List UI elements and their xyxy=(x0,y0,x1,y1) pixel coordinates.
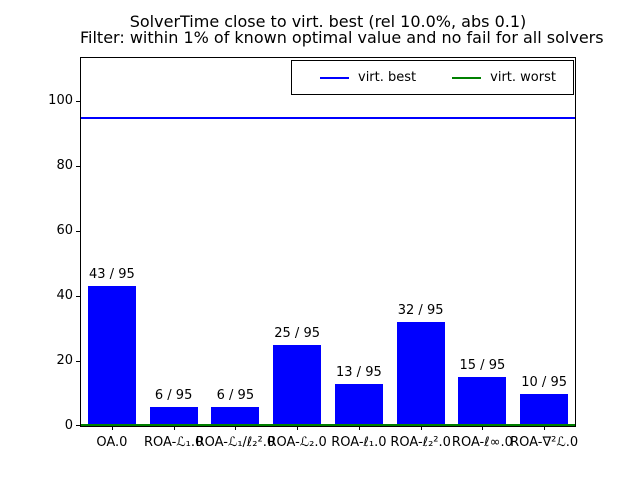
x-axis-tick xyxy=(359,426,360,430)
y-axis-tick xyxy=(76,425,80,426)
y-axis-tick xyxy=(76,166,80,167)
bar-value-label: 10 / 95 xyxy=(521,375,567,390)
x-tick-label: ROA-ℒ₁.0 xyxy=(143,435,204,450)
x-tick-label: ROA-ℒ₂.0 xyxy=(267,435,327,450)
bar xyxy=(211,407,260,426)
x-axis-tick xyxy=(235,426,236,430)
x-tick-label: ROA-ℓ∞.0 xyxy=(451,435,513,450)
legend-item-virt-best: virt. best xyxy=(320,70,416,85)
virt-best-line xyxy=(81,117,575,119)
legend-item-virt-worst: virt. worst xyxy=(452,70,556,85)
y-axis-tick xyxy=(76,296,80,297)
bar-value-label: 32 / 95 xyxy=(397,303,444,318)
y-tick-label: 40 xyxy=(56,288,73,303)
x-tick-label: ROA-ℓ₁.0 xyxy=(331,435,387,450)
y-axis-tick xyxy=(76,361,80,362)
bar-value-label: 6 / 95 xyxy=(154,388,193,403)
x-axis-tick xyxy=(544,426,545,430)
virt-worst-line xyxy=(81,424,575,426)
x-tick-label: ROA-ℒ₁/ℓ₂².0 xyxy=(195,435,276,450)
x-tick-label: ROA-ℓ₂².0 xyxy=(390,435,451,450)
virt-best-line-sample xyxy=(320,76,349,79)
x-axis-tick xyxy=(482,426,483,430)
x-axis-tick xyxy=(174,426,175,430)
y-tick-label: 80 xyxy=(56,158,73,173)
bar xyxy=(87,286,136,426)
x-axis-tick xyxy=(112,426,113,430)
bar-value-label: 43 / 95 xyxy=(89,267,135,282)
legend: virt. best virt. worst xyxy=(291,60,574,95)
bar-value-label: 6 / 95 xyxy=(216,388,255,403)
x-tick-label: OA.0 xyxy=(96,435,128,450)
chart-title: SolverTime close to virt. best (rel 10.0… xyxy=(80,12,604,47)
y-axis-tick xyxy=(76,231,80,232)
x-axis-tick xyxy=(297,426,298,430)
x-tick-label: ROA-∇²ℒ.0 xyxy=(510,435,579,450)
bar xyxy=(396,322,445,426)
bar xyxy=(149,407,198,426)
chart-title-line1: SolverTime close to virt. best (rel 10.0… xyxy=(129,12,527,31)
bar-value-label: 25 / 95 xyxy=(274,326,320,341)
bar xyxy=(458,377,507,426)
bar-value-label: 13 / 95 xyxy=(336,365,382,380)
plot-area: virt. best virt. worst 43 / 95 OA.0 6 / 95… xyxy=(48,57,578,450)
legend-label-virt-best: virt. best xyxy=(358,70,417,85)
y-tick-label: 20 xyxy=(56,353,73,368)
x-axis-tick xyxy=(421,426,422,430)
y-tick-label: 0 xyxy=(64,418,73,433)
bar xyxy=(273,345,322,426)
legend-label-virt-worst: virt. worst xyxy=(490,70,556,85)
chart-title-line2: Filter: within 1% of known optimal value… xyxy=(80,28,604,47)
y-tick-label: 100 xyxy=(48,93,73,108)
bar xyxy=(334,384,383,426)
y-axis-tick xyxy=(76,101,80,102)
virt-worst-line-sample xyxy=(452,76,482,79)
bar-value-label: 15 / 95 xyxy=(459,358,506,373)
bar xyxy=(520,394,569,426)
y-tick-label: 60 xyxy=(56,223,73,238)
